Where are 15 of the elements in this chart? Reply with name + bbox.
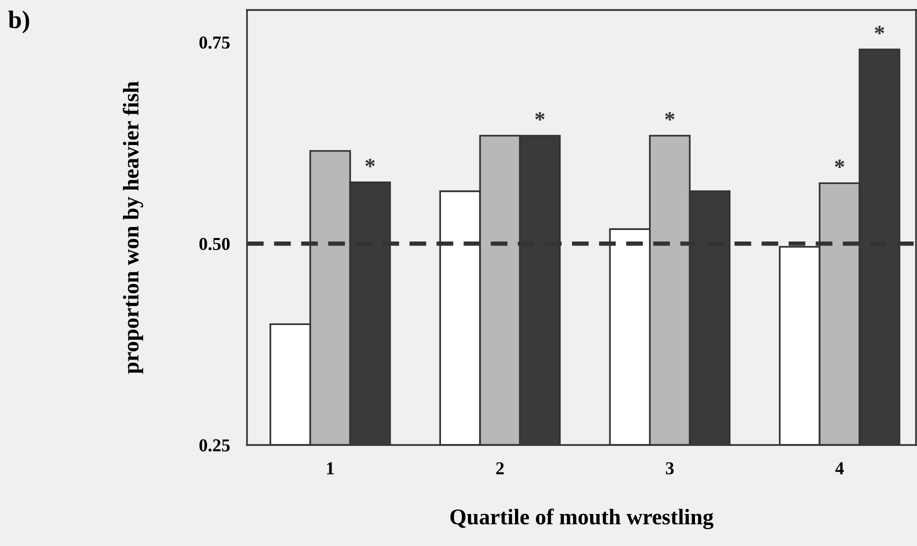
y-axis-title: proportion won by heavier fish: [122, 81, 144, 374]
data-label: *: [535, 112, 545, 120]
x-tick-label: 4: [835, 462, 844, 474]
data-label: *: [665, 112, 674, 120]
x-tick-label: 2: [496, 462, 504, 474]
y-tick-label: 0.25: [199, 439, 230, 452]
data-label: *: [834, 160, 844, 168]
x-tick-label: 3: [666, 462, 674, 474]
text: b): [8, 10, 30, 34]
data-label: *: [874, 26, 884, 34]
data-label: *: [365, 158, 375, 168]
x-axis-title: Quartile of mouth wrestling: [450, 508, 714, 530]
y-tick-label: 0.50: [199, 238, 230, 250]
x-tick-label: 1: [327, 462, 334, 474]
y-tick-label: 0.75: [199, 36, 230, 49]
